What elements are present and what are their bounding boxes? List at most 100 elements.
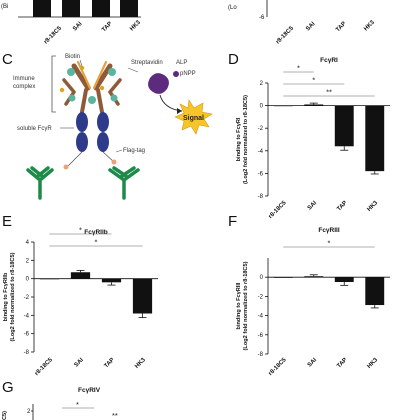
antigen-4 bbox=[68, 94, 76, 102]
panel-e-title: FcγRIIb bbox=[84, 229, 108, 236]
right-cat-4: HK3 bbox=[363, 19, 376, 32]
left-bar-3 bbox=[92, 0, 110, 17]
panel-f-ytick-label-1: -2 bbox=[258, 294, 264, 300]
fcyr-domain-3 bbox=[76, 132, 88, 152]
panel-d-category-3: HK3 bbox=[366, 200, 379, 213]
alp-label: ALP bbox=[176, 60, 187, 66]
panel-d-ytick-label-0: 2 bbox=[260, 81, 264, 87]
panel-f-ytick-label-0: 0 bbox=[260, 275, 264, 281]
panel-e-ytick-label-1: 2 bbox=[26, 258, 30, 264]
reaction-arrow bbox=[159, 94, 183, 112]
panel-label-d: D bbox=[228, 51, 239, 68]
immune-complex-bracket bbox=[51, 55, 56, 113]
panel-g-title: FcγRIV bbox=[78, 387, 101, 394]
panel-e-sig-label-1: * bbox=[95, 238, 98, 247]
panel-e-ytick-label-5: -6 bbox=[24, 332, 30, 338]
panel-d-sig-label-2: ** bbox=[326, 88, 332, 97]
panel-e-category-0: r8-18C5 bbox=[34, 357, 54, 377]
panel-d-bar-1 bbox=[304, 104, 324, 106]
panel-g-sig-2: ** bbox=[112, 411, 118, 420]
panel-e-category-2: TAP bbox=[103, 357, 115, 369]
panel-label-e: E bbox=[2, 213, 12, 230]
flag-tag-label: Flag-tag bbox=[123, 148, 145, 154]
fcyr-linker bbox=[67, 151, 115, 167]
panel-e-ytick-label-2: 0 bbox=[26, 277, 30, 283]
panel-f-chart: F FcγRIII 0 -2 -4 -6 -8 binding to FcγRIII (Log… bbox=[228, 213, 390, 377]
soluble-fcyr-label: soluble FcγR bbox=[17, 126, 52, 132]
right-ylabel-fragment: (Lo bbox=[228, 5, 237, 11]
panel-e-category-3: HK3 bbox=[134, 357, 147, 370]
biotin-pointer bbox=[79, 59, 83, 67]
antigen-3 bbox=[88, 96, 96, 104]
panel-f-bar-1 bbox=[304, 276, 324, 278]
left-bar-2 bbox=[62, 0, 80, 17]
panel-f-ytick-label-2: -4 bbox=[258, 314, 264, 320]
antigen-2 bbox=[108, 68, 116, 76]
panel-e-ytick-label-3: -2 bbox=[24, 295, 30, 301]
right-cat-2: SAI bbox=[305, 21, 317, 33]
top-antibody bbox=[71, 60, 113, 114]
panel-f-category-3: HK3 bbox=[366, 357, 379, 370]
capture-antibody-left bbox=[26, 166, 54, 200]
pnpp-label: pNPP bbox=[180, 71, 196, 77]
panel-e-bar-1 bbox=[70, 272, 91, 279]
biotin-dot-1 bbox=[79, 65, 85, 71]
panel-label-f: F bbox=[228, 213, 237, 230]
panel-f-title: FcγRIII bbox=[318, 227, 340, 234]
left-cat-1: r8-18C5 bbox=[43, 25, 63, 45]
capture-antibody-right bbox=[108, 166, 140, 200]
panel-e-category-1: SAI bbox=[74, 357, 86, 369]
panel-g-ylabel-fragment: C5) bbox=[2, 411, 8, 420]
panel-e-sig-label-0: * bbox=[79, 226, 82, 235]
right-tick: -6 bbox=[259, 15, 265, 21]
panel-f-ylabel-line-1: binding to FcγRIII bbox=[236, 282, 242, 329]
left-cat-3: TAP bbox=[101, 21, 113, 33]
alp-dot bbox=[173, 71, 179, 77]
streptavidin-pointer bbox=[127, 67, 139, 73]
panel-label-c: C bbox=[2, 51, 13, 68]
panel-f-ytick-label-4: -8 bbox=[258, 352, 264, 358]
antigen-5 bbox=[110, 94, 118, 102]
panel-d-bar-3 bbox=[365, 105, 385, 172]
panel-e-ytick-label-6: -8 bbox=[24, 350, 30, 356]
panel-label-g: G bbox=[2, 379, 14, 396]
panel-d-ytick-label-4: -6 bbox=[258, 171, 264, 177]
panel-d-bar-2 bbox=[334, 105, 354, 147]
panel-c-diagram: C Immune complex Biotin Streptavidin ALP bbox=[2, 51, 213, 200]
reaction-arrowhead bbox=[177, 108, 182, 114]
immune-complex-label-1: Immune bbox=[13, 76, 35, 82]
panel-d-ytick-label-1: 0 bbox=[260, 104, 264, 110]
panel-d-category-0: r8-18C5 bbox=[268, 200, 288, 220]
panel-e-ytick-label-0: 4 bbox=[26, 240, 30, 246]
panel-f-ytick-label-3: -6 bbox=[258, 333, 264, 339]
left-bar-4 bbox=[120, 0, 138, 17]
left-bar-1 bbox=[33, 0, 51, 17]
panel-f-bar-3 bbox=[365, 277, 385, 306]
immune-complex-label-2: complex bbox=[13, 84, 35, 90]
panel-g-tick-2: 2 bbox=[27, 409, 31, 415]
right-cat-1: r8-18C5 bbox=[275, 25, 295, 45]
panel-d-title: FcγRI bbox=[320, 57, 338, 64]
streptavidin-label: Streptavidin bbox=[131, 60, 163, 66]
panel-d-ylabel-line-1: binding to FcγRI bbox=[236, 117, 242, 161]
signal-label: Signal bbox=[183, 115, 204, 122]
panel-e-ylabel-line-1: binding to FcγRIIb bbox=[3, 272, 9, 321]
panel-e-bar-2 bbox=[101, 278, 122, 283]
fcyr-domain-1 bbox=[76, 112, 88, 132]
left-cat-4: HK3 bbox=[129, 19, 142, 32]
panel-d-ytick-label-2: -2 bbox=[258, 126, 264, 132]
flag-tag-dot-2 bbox=[63, 164, 69, 170]
panel-e-ylabel-line-2: (Log2 fold normalized to r8-18C5) bbox=[10, 252, 16, 341]
flag-tag-pointer bbox=[115, 149, 123, 153]
panel-g-sig-1: * bbox=[76, 400, 79, 409]
panel-d-ylabel-line-2: (Log2 fold normalized to r8-18C5) bbox=[243, 95, 249, 184]
panel-g-chart: G FcγRIV C5) 2 * ** bbox=[2, 379, 118, 420]
flag-tag-dot bbox=[111, 159, 117, 165]
panel-e-ytick-label-4: -4 bbox=[24, 313, 30, 319]
streptavidin-shape bbox=[148, 73, 169, 94]
top-strip: (Bi r8-18C5 SAI TAP HK3 (Lo -6 r8-18C5 S… bbox=[1, 0, 376, 45]
left-cat-2: SAI bbox=[72, 21, 84, 33]
panel-d-ytick-label-5: -8 bbox=[258, 194, 264, 200]
panel-e-bar-3 bbox=[132, 278, 153, 314]
